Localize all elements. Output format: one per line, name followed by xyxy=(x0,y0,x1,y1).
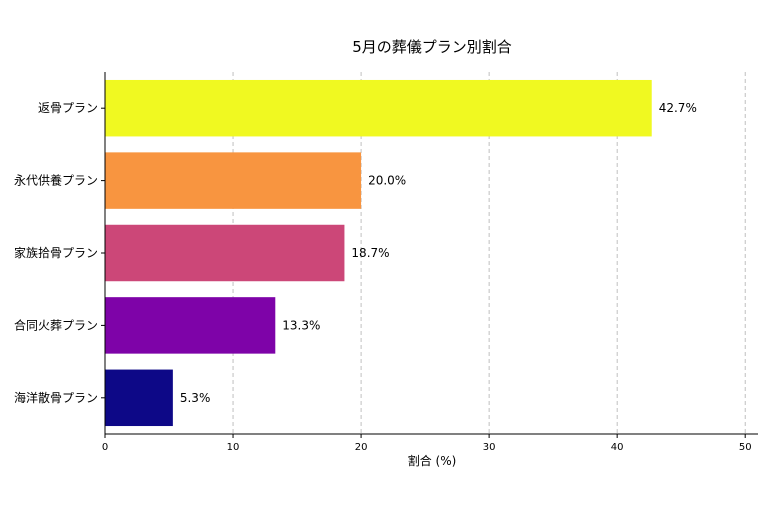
category-label: 合同火葬プラン xyxy=(14,317,98,332)
x-axis-label: 割合 (%) xyxy=(408,453,457,468)
x-tick-label: 20 xyxy=(355,442,368,453)
x-tick-label: 10 xyxy=(227,442,240,453)
labels: 0 10 20 30 40 50 返骨プラン 42.7% 永代供養プラン 20.0% 家族拾骨プラン… xyxy=(14,101,752,453)
data-label: 5.3% xyxy=(180,391,211,405)
bar xyxy=(105,79,652,137)
category-label: 返骨プラン xyxy=(38,101,98,115)
axes xyxy=(101,72,758,438)
bars xyxy=(105,79,652,427)
data-label: 18.7% xyxy=(351,246,389,260)
chart-title: 5月の葬儀プラン別割合 xyxy=(352,38,512,56)
category-label: 家族拾骨プラン xyxy=(14,245,98,260)
grid-lines xyxy=(232,72,746,434)
bar xyxy=(105,297,276,354)
bar xyxy=(105,152,362,209)
data-label: 20.0% xyxy=(368,174,406,188)
x-tick-label: 0 xyxy=(102,442,108,453)
x-tick-label: 40 xyxy=(611,442,624,453)
data-label: 42.7% xyxy=(659,101,697,115)
bar xyxy=(105,224,345,282)
x-tick-label: 30 xyxy=(483,442,496,453)
x-tick-label: 50 xyxy=(739,442,752,453)
bar xyxy=(105,369,173,427)
category-label: 海洋散骨プラン xyxy=(14,390,98,405)
category-label: 永代供養プラン xyxy=(14,173,98,188)
data-label: 13.3% xyxy=(282,318,320,332)
